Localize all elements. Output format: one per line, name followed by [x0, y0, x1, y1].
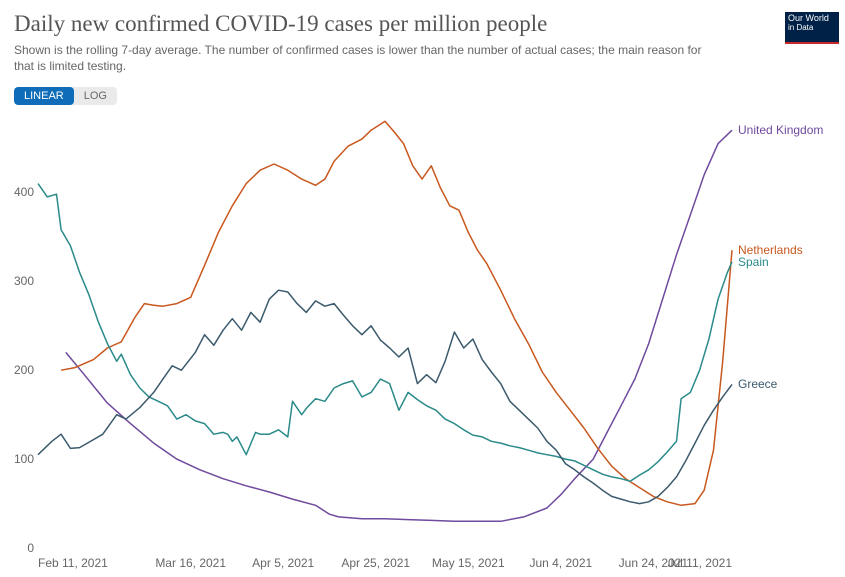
chart-title: Daily new confirmed COVID-19 cases per m… [14, 10, 831, 38]
chart-subtitle: Shown is the rolling 7-day average. The … [14, 42, 714, 76]
y-axis-tick: 0 [0, 541, 34, 555]
series-line-spain [38, 184, 732, 482]
scale-toggle: LINEAR LOG [14, 87, 117, 105]
scale-log-button[interactable]: LOG [74, 87, 117, 105]
series-line-uk [66, 130, 732, 521]
y-axis-tick: 100 [0, 452, 34, 466]
series-label-uk: United Kingdom [738, 123, 823, 137]
y-axis-tick: 400 [0, 185, 34, 199]
series-line-netherlands [61, 121, 732, 505]
x-axis-tick: Apr 5, 2021 [252, 556, 314, 570]
chart-area: 0 100 200 300 400 Feb 11, 2021 Mar 16, 2021 Apr… [0, 108, 845, 570]
series-label-spain: Spain [738, 255, 769, 269]
scale-linear-button[interactable]: LINEAR [14, 87, 74, 105]
x-axis-tick: May 15, 2021 [432, 556, 505, 570]
series-label-greece: Greece [738, 377, 777, 391]
x-axis-tick: Jun 4, 2021 [529, 556, 592, 570]
x-axis-tick: Jul 11, 2021 [668, 556, 733, 570]
x-axis-tick: Apr 25, 2021 [341, 556, 410, 570]
owid-logo: Our World in Data [785, 12, 839, 44]
x-axis-tick: Feb 11, 2021 [38, 556, 108, 570]
y-axis-tick: 200 [0, 363, 34, 377]
chart-svg [38, 108, 732, 548]
x-axis-tick: Mar 16, 2021 [155, 556, 226, 570]
series-line-greece [38, 290, 732, 503]
y-axis-tick: 300 [0, 274, 34, 288]
